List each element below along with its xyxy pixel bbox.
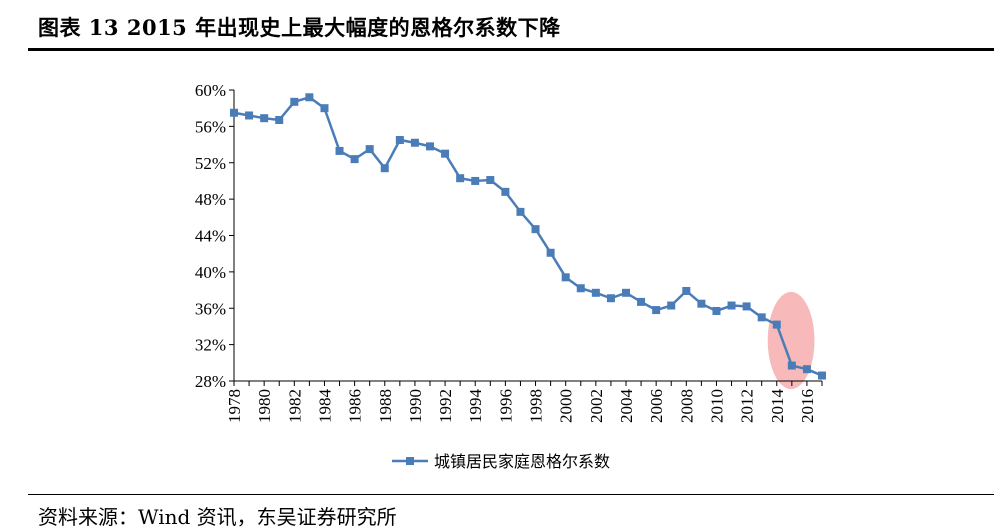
x-tick-label: 2012 <box>738 389 757 423</box>
axis-layer: 60% 56% 52% 48% 44% 40% 36% 32% 28%1978 1980 1982 1… <box>195 81 823 424</box>
data-point <box>426 142 434 151</box>
y-tick-label: 32% <box>195 336 226 355</box>
data-point <box>561 273 570 282</box>
y-tick-label: 28% <box>195 372 226 391</box>
data-point <box>275 116 284 125</box>
data-point <box>802 365 811 374</box>
data-point <box>456 174 465 183</box>
source-rule <box>28 494 994 495</box>
legend: 城镇居民家庭恩格尔系数 <box>392 452 610 471</box>
x-tick-label: 2014 <box>768 389 787 424</box>
data-point <box>546 248 555 257</box>
y-tick-label: 52% <box>195 154 226 173</box>
data-point <box>667 301 676 310</box>
data-point <box>727 301 736 310</box>
data-point <box>606 294 615 303</box>
data-point <box>335 146 344 155</box>
data-point <box>260 114 269 123</box>
data-point <box>441 149 450 158</box>
data-point <box>501 187 510 196</box>
x-tick-label: 1996 <box>496 389 515 423</box>
x-tick-label: 1988 <box>376 389 395 423</box>
y-tick-label: 56% <box>195 117 226 136</box>
data-point <box>637 297 646 306</box>
x-tick-label: 2002 <box>587 389 606 423</box>
legend-marker <box>406 457 414 465</box>
series-layer <box>230 93 826 380</box>
x-tick-label: 1986 <box>346 389 365 423</box>
data-point <box>230 108 238 117</box>
y-tick-label: 48% <box>195 190 226 209</box>
x-tick-label: 2016 <box>798 389 817 423</box>
y-tick-label: 40% <box>195 263 226 282</box>
source-note: 资料来源：Wind 资讯，东吴证券研究所 <box>38 505 397 529</box>
data-point <box>682 286 691 295</box>
data-point <box>245 111 254 120</box>
data-point <box>531 225 540 234</box>
data-point <box>410 138 419 147</box>
data-point <box>290 97 299 106</box>
highlight-layer <box>767 291 815 389</box>
data-point <box>712 306 721 315</box>
x-tick-label: 2004 <box>617 389 636 424</box>
data-point <box>818 371 826 380</box>
data-point <box>305 93 314 102</box>
x-tick-label: 1982 <box>285 389 304 423</box>
data-point <box>380 164 389 173</box>
x-tick-label: 1978 <box>225 389 244 423</box>
data-point <box>787 361 796 370</box>
data-point <box>697 299 706 308</box>
x-tick-label: 1998 <box>527 389 546 423</box>
data-point <box>622 288 630 297</box>
data-point <box>486 176 495 185</box>
data-point <box>652 306 661 315</box>
series-line <box>233 96 823 377</box>
engel-coefficient-chart: 60% 56% 52% 48% 44% 40% 36% 32% 28%1978 1980 1982 1… <box>195 81 826 471</box>
data-point <box>757 313 766 322</box>
x-tick-label: 2000 <box>557 389 576 423</box>
x-tick-label: 1984 <box>315 389 334 424</box>
data-point <box>471 176 480 185</box>
x-tick-label: 2010 <box>707 389 726 423</box>
data-point <box>772 320 781 329</box>
legend-label: 城镇居民家庭恩格尔系数 <box>434 452 610 471</box>
y-tick-label: 36% <box>195 299 226 318</box>
highlight-ellipse <box>767 291 815 389</box>
data-point <box>516 207 525 216</box>
title-rule <box>28 48 994 51</box>
data-point <box>320 104 329 113</box>
data-point <box>365 145 374 154</box>
data-point <box>576 284 585 293</box>
x-tick-label: 1990 <box>406 389 425 423</box>
y-tick-label: 60% <box>195 81 226 100</box>
x-tick-label: 1992 <box>436 389 455 423</box>
x-tick-label: 1980 <box>255 389 274 423</box>
y-tick-label: 44% <box>195 227 226 246</box>
data-point <box>591 288 600 297</box>
data-point <box>742 302 751 311</box>
figure-title: 图表 13 2015 年出现史上最大幅度的恩格尔系数下降 <box>38 15 561 40</box>
x-tick-label: 2006 <box>647 389 666 423</box>
data-point <box>350 155 359 164</box>
x-tick-label: 2008 <box>677 389 696 423</box>
data-point <box>395 136 404 145</box>
x-tick-label: 1994 <box>466 389 485 424</box>
